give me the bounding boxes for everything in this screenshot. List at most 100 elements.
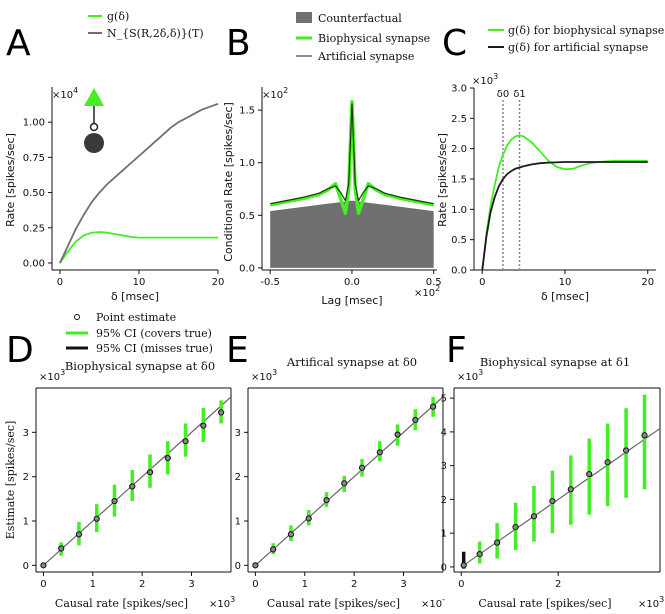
point-d	[200, 422, 207, 429]
xtick-label-b: 0.0	[344, 277, 360, 288]
point-f	[604, 459, 611, 466]
panel-letter-b: B	[226, 23, 251, 64]
ytick-label-a: 0.25	[23, 223, 45, 234]
legend-a-g: g(δ)	[107, 10, 129, 23]
panel-letter-f: F	[446, 330, 467, 371]
ylabel-b: Conditional Rate [spikes/sec]	[222, 102, 235, 262]
chart-c: 0 10 20 0.0 0.5 1.0 1.5 2.0 2.5 3.0 δ0 δ1 ×103 δ [mse…	[436, 72, 656, 303]
multiplier-f-y: ×103	[457, 368, 483, 383]
ytick-label-a: 1.00	[23, 118, 45, 129]
series-b-counterfactual	[270, 200, 434, 268]
multiplier-a: ×104	[52, 86, 78, 101]
legend-b-artificial: Artificial synapse	[317, 50, 414, 63]
point-d	[111, 497, 118, 505]
ytick-label-b: 1.0	[239, 158, 255, 169]
multiplier-e-y: ×103	[251, 368, 277, 383]
point-d	[129, 483, 136, 490]
xtick-label-f: 0	[458, 579, 464, 590]
title-e: Artifical synapse at δ0	[286, 355, 417, 369]
diagonal-f	[460, 428, 661, 568]
point-d	[58, 545, 65, 552]
point-d	[146, 469, 154, 476]
ytick-label-f: 2	[441, 495, 447, 506]
multiplier-c: ×103	[472, 72, 498, 87]
diagonal-e	[255, 396, 444, 566]
neuron-triangle-icon	[84, 88, 104, 106]
chart-a: 0 10 20 0.00 0.25 0.50 0.75 1.00 ×104 δ [msec] Rat…	[4, 86, 224, 303]
legend-b-biophysical: Biophysical synapse	[318, 32, 430, 45]
point-f	[530, 513, 538, 520]
xtick-label-e: 0	[252, 579, 258, 590]
ytick-label-a: 0.50	[23, 188, 45, 199]
neuron-terminal-icon	[89, 122, 99, 132]
ytick-label-c: 0.5	[451, 235, 467, 246]
point-e	[341, 480, 348, 487]
xlabel-f: Causal rate [spikes/sec]	[478, 597, 611, 610]
xtick-label-d: 2	[139, 579, 145, 590]
ytick-label-b: 0.5	[239, 211, 255, 222]
ylabel-d: Estimate [spikes/sec]	[4, 421, 17, 540]
ytick-label-f: 1	[441, 529, 447, 540]
ytick-label-b: 1.5	[239, 106, 255, 117]
point-f	[586, 470, 593, 478]
point-f	[549, 498, 556, 505]
neuron-soma-icon	[84, 133, 104, 153]
legend-a-n: N_{S(R,2δ,δ)}(T)	[107, 27, 204, 40]
point-e	[305, 515, 312, 522]
xtick-label-b: -0.5	[260, 277, 280, 288]
multiplier-d-x: ×103	[209, 595, 235, 610]
multiplier-d-y: ×103	[39, 368, 65, 383]
point-f	[512, 523, 519, 531]
ytick-label-d: 2	[23, 472, 29, 483]
ytick-label-a: 0.00	[23, 258, 45, 269]
title-d: Biophysical synapse at δ0	[65, 359, 215, 373]
point-e	[287, 531, 295, 538]
point-f	[494, 539, 501, 546]
ytick-label-d: 1	[23, 517, 29, 528]
panel-b: B Counterfactual Biophysical synapse Art…	[222, 12, 442, 307]
series-b-biophysical	[269, 99, 435, 215]
ytick-label-f: 4	[441, 427, 447, 438]
xlabel-b: Lag [msec]	[321, 294, 382, 307]
xlabel-e: Causal rate [spikes/sec]	[267, 597, 400, 610]
title-f: Biophysical synapse at δ1	[480, 355, 630, 369]
legend-d-misses: 95% CI (misses true)	[96, 342, 213, 355]
series-c-0	[481, 134, 648, 271]
ytick-label-c: 2.0	[451, 144, 467, 155]
point-d	[40, 562, 47, 569]
panel-letter-a: A	[6, 23, 31, 64]
point-d	[218, 409, 225, 416]
legend-b-counterfactual: Counterfactual	[318, 12, 402, 25]
xlabel-a: δ [msec]	[111, 290, 159, 303]
ytick-label-d: 0	[23, 561, 29, 572]
xtick-label-a: 0	[57, 277, 63, 288]
series-c-1	[481, 161, 648, 271]
point-f	[460, 562, 467, 569]
point-e	[323, 497, 330, 504]
point-d	[93, 515, 100, 522]
ylabel-c: Rate [spikes/sec]	[436, 133, 449, 227]
xlabel-c: δ [msec]	[541, 290, 589, 303]
ytick-label-f: 0	[441, 562, 447, 573]
legend-d-point: Point estimate	[96, 311, 176, 324]
point-e	[270, 546, 277, 553]
ylabel-a: Rate [spikes/sec]	[4, 133, 17, 227]
xtick-label-a: 10	[133, 277, 146, 288]
panel-letter-c: C	[442, 23, 467, 64]
multiplier-e-x: ×10-	[421, 595, 445, 610]
panel-a: A g(δ) N_{S(R,2δ,δ)}(T) 0 10 20 0.00 0.25 0.5…	[4, 10, 224, 303]
multiplier-f-x: ×103	[638, 595, 664, 610]
xtick-label-f: 2	[555, 579, 561, 590]
multiplier-b-y: ×102	[262, 86, 288, 101]
point-f	[567, 486, 574, 493]
chart-b: -0.5 0.0 0.5 0.0 0.5 1.0 1.5 ×102 ×102 Lag [msec]…	[222, 86, 442, 307]
series-b-artificial	[270, 103, 434, 205]
ytick-label-e: 0	[235, 561, 241, 572]
legend-c-biophysical: g(δ) for biophysical synapse	[508, 24, 664, 37]
xtick-label-b: 0.5	[426, 277, 442, 288]
legend-c-artificial: g(δ) for artificial synapse	[508, 41, 648, 54]
ytick-label-f: 3	[441, 461, 447, 472]
series-a-1	[59, 103, 219, 264]
